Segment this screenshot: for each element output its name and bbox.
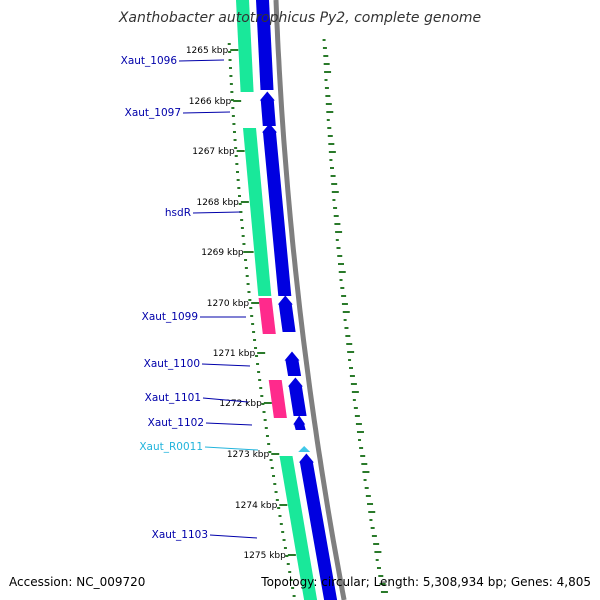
gene-leader-line (204, 446, 259, 451)
kbp-tick-label: 1275 kbp (243, 551, 286, 561)
gene-label: Xaut_R0011 (139, 441, 203, 453)
gene-label: Xaut_1101 (145, 392, 201, 404)
cds-feature (256, 0, 274, 90)
gene-leader-line (202, 397, 249, 403)
kbp-tick-label: 1268 kbp (196, 198, 239, 208)
gene-leader-line (205, 422, 253, 426)
gene-label: Xaut_1096 (121, 55, 178, 67)
kbp-tick-label: 1273 kbp (227, 450, 270, 460)
cds-arrow (277, 295, 296, 332)
pink-feature (268, 380, 287, 418)
topology-value: circular; (321, 575, 370, 589)
gene-label: Xaut_1099 (142, 311, 198, 323)
gene-label: Xaut_1102 (148, 417, 204, 429)
cds-arrow (259, 91, 276, 126)
gene-label: Xaut_1103 (152, 529, 208, 541)
kbp-tick-label: 1267 kbp (192, 147, 235, 157)
backbone-arc (273, 0, 347, 600)
gene-label: Xaut_1100 (144, 358, 200, 370)
kbp-tick-label: 1272 kbp (219, 399, 262, 409)
gene-label: Xaut_1097 (125, 107, 181, 119)
genes-value: 4,805 (556, 575, 591, 589)
accession-info: Accession: NC_009720 (9, 575, 145, 589)
cds-arrow (293, 415, 306, 430)
gene-leader-line (182, 111, 231, 114)
kbp-tick-label: 1269 kbp (201, 248, 244, 258)
gene-leader-line (192, 211, 241, 214)
topology-label: Topology: (261, 575, 318, 589)
gene-label: hsdR (165, 207, 191, 219)
kbp-tick-label: 1265 kbp (186, 46, 229, 56)
cds-feature (243, 128, 272, 296)
cds-arrow (298, 453, 338, 600)
accession-label: Accession: (9, 575, 73, 589)
gene-leader-line (178, 59, 225, 62)
kbp-tick-label: 1274 kbp (235, 501, 278, 511)
kbp-tick-label: 1266 kbp (189, 97, 232, 107)
cds-arrow (284, 351, 302, 376)
genes-label: Genes: (510, 575, 553, 589)
kbp-tick-label: 1271 kbp (213, 349, 256, 359)
cds-feature (279, 456, 318, 600)
gene-leader-line (201, 363, 251, 367)
length-value: 5,308,934 bp; (422, 575, 508, 589)
rna-feature (298, 446, 311, 452)
length-label: Length: (373, 575, 420, 589)
genome-summary: Topology: circular; Length: 5,308,934 bp… (261, 575, 591, 589)
pink-feature (258, 298, 276, 334)
gene-leader-line (209, 534, 258, 539)
accession-value: NC_009720 (76, 575, 146, 589)
cds-arrow (287, 377, 307, 416)
map-title: Xanthobacter autotrophicus Py2, complete… (118, 10, 482, 26)
cds-feature (236, 0, 254, 92)
cds-arrow (262, 123, 292, 296)
kbp-tick-label: 1270 kbp (207, 299, 250, 309)
